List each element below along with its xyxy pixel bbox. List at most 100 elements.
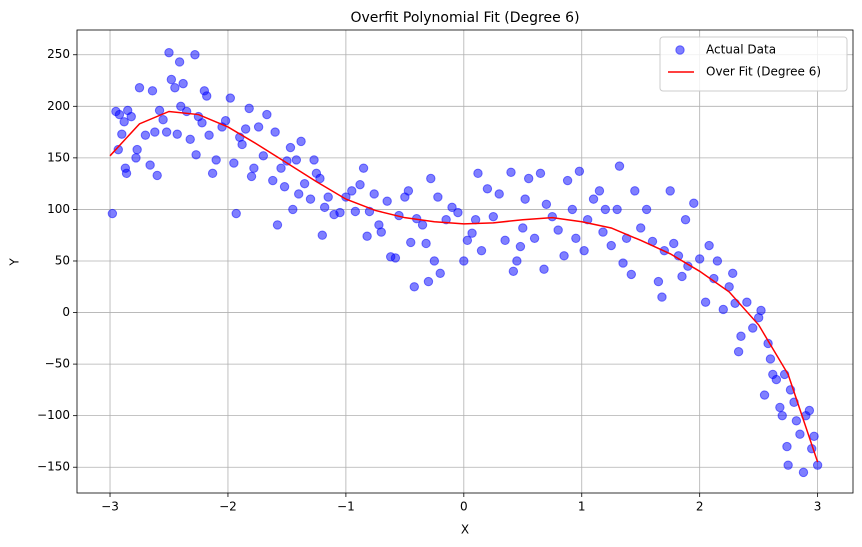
y-tick-label: 150 <box>47 150 70 164</box>
data-point <box>694 254 705 264</box>
y-tick-label: 250 <box>47 47 70 61</box>
data-point <box>653 276 664 287</box>
data-point <box>515 241 526 252</box>
data-point <box>152 170 162 181</box>
data-point <box>197 118 207 128</box>
chart-title: Overfit Polynomial Fit (Degree 6) <box>350 10 579 26</box>
data-point <box>641 204 652 215</box>
legend-label: Actual Data <box>706 43 776 57</box>
data-point <box>512 256 522 266</box>
data-point <box>147 86 158 96</box>
data-point <box>390 253 401 263</box>
axes-frame <box>76 29 854 494</box>
data-point <box>174 57 185 67</box>
data-point <box>467 228 477 238</box>
data-point <box>113 144 123 155</box>
data-point <box>296 136 306 147</box>
data-point <box>459 256 469 266</box>
data-point <box>636 223 646 233</box>
data-point <box>508 266 519 276</box>
data-point <box>299 178 310 189</box>
x-tick-label: 1 <box>578 500 586 514</box>
data-point <box>406 237 416 248</box>
data-point <box>433 192 443 202</box>
data-point <box>309 155 319 165</box>
y-tick-label: 0 <box>62 305 70 319</box>
data-point <box>612 204 622 215</box>
data-point <box>285 142 296 153</box>
data-point <box>166 74 177 85</box>
data-point <box>161 127 172 137</box>
data-point <box>202 91 212 101</box>
data-point <box>145 160 155 170</box>
data-point <box>523 173 534 184</box>
data-point <box>482 184 493 194</box>
data-point <box>724 282 734 292</box>
x-tick-label: −2 <box>219 500 237 514</box>
data-point <box>369 189 379 199</box>
data-point <box>231 208 241 219</box>
data-point <box>665 186 675 196</box>
data-point <box>114 109 125 120</box>
data-point <box>246 171 257 182</box>
data-point <box>172 129 182 139</box>
data-point <box>736 331 746 341</box>
data-point <box>376 227 386 237</box>
data-point <box>417 220 428 230</box>
data-point <box>358 163 369 173</box>
data-point <box>237 139 247 150</box>
data-point <box>606 240 616 251</box>
data-point <box>598 227 608 237</box>
x-tick-label: −1 <box>337 500 355 514</box>
data-point <box>791 416 802 426</box>
fit-line <box>109 110 819 463</box>
data-point <box>244 103 254 114</box>
data-point <box>588 194 599 204</box>
data-point <box>178 78 188 89</box>
data-point <box>718 304 728 315</box>
legend-marker <box>675 45 685 55</box>
data-point <box>494 189 504 199</box>
data-point <box>704 240 714 251</box>
data-point <box>253 122 264 132</box>
data-point <box>170 83 180 93</box>
data-point <box>347 186 357 196</box>
data-point <box>429 256 440 266</box>
data-point <box>630 186 640 196</box>
data-point <box>462 235 473 246</box>
data-point <box>571 233 581 243</box>
data-point <box>804 405 815 416</box>
data-point <box>409 282 419 292</box>
data-point <box>181 106 192 117</box>
data-point <box>728 268 738 279</box>
data-point <box>782 441 792 452</box>
data-point <box>771 374 782 385</box>
y-axis-label: Y <box>8 258 22 267</box>
data-point <box>220 116 231 126</box>
data-point <box>562 175 573 186</box>
data-point <box>567 204 578 215</box>
data-point <box>614 161 625 171</box>
data-point <box>775 402 785 413</box>
data-point <box>126 111 136 122</box>
data-point <box>288 204 298 215</box>
data-point <box>618 258 628 268</box>
data-point <box>262 109 272 120</box>
data-point <box>190 50 200 60</box>
data-point <box>132 144 142 155</box>
x-tick-label: 0 <box>460 500 468 514</box>
data-point <box>423 276 434 287</box>
data-point <box>204 130 214 140</box>
data-point <box>756 305 766 316</box>
data-point <box>164 47 174 58</box>
data-point <box>547 211 557 222</box>
data-point <box>211 155 221 165</box>
data-point <box>476 245 487 256</box>
data-point <box>350 206 361 217</box>
y-tick-label: −150 <box>37 460 70 474</box>
data-point <box>541 199 552 209</box>
data-point <box>121 168 132 179</box>
data-point <box>748 323 758 333</box>
legend-label: Over Fit (Degree 6) <box>706 65 821 79</box>
data-point <box>626 269 636 280</box>
